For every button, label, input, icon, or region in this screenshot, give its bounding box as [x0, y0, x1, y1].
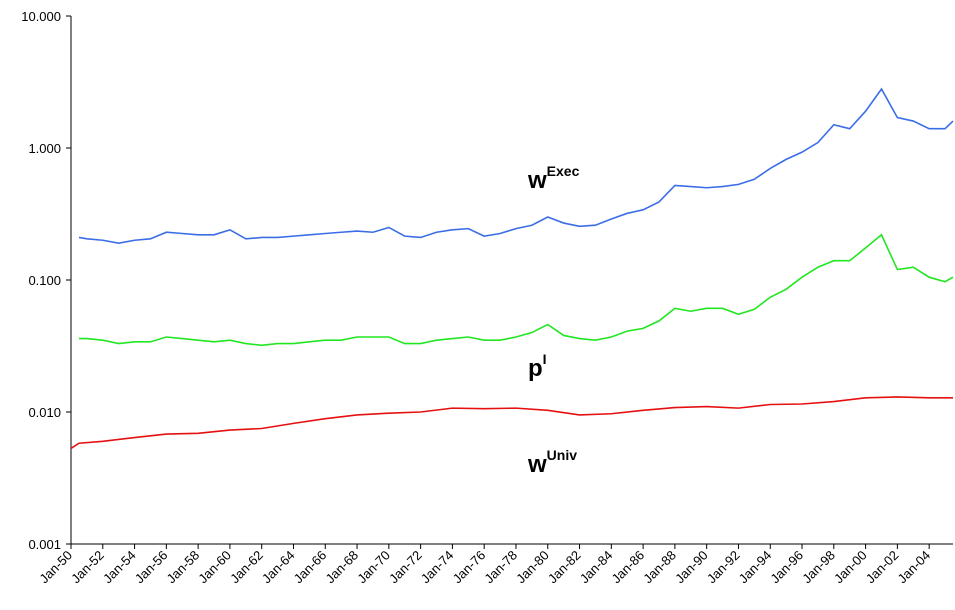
series-line	[78, 87, 954, 245]
y-tick-label: 1.000	[28, 141, 61, 156]
x-tick-label: Jan-86	[609, 548, 648, 587]
series-name-sup: Exec	[547, 163, 580, 179]
x-tick-label: Jan-84	[577, 548, 616, 587]
y-tick-label: 10.000	[21, 9, 61, 24]
x-tick-label: Jan-54	[100, 548, 139, 587]
x-tick-label: Jan-68	[322, 548, 361, 587]
x-tick-label: Jan-96	[767, 548, 806, 587]
series-label: wExec	[527, 163, 580, 194]
x-tick-label: Jan-98	[799, 548, 838, 587]
x-tick-label: Jan-76	[450, 548, 489, 587]
x-tick-label: Jan-60	[195, 548, 234, 587]
x-tick-label: Jan-02	[863, 548, 902, 587]
x-tick-label: Jan-64	[259, 548, 298, 587]
y-tick-label: 0.001	[28, 537, 61, 552]
series-name-sup: Univ	[547, 447, 578, 463]
x-tick-label: Jan-00	[831, 548, 870, 587]
series-name-sup: I	[543, 351, 547, 367]
x-tick-label: Jan-58	[164, 548, 203, 587]
series-label: wUniv	[527, 447, 577, 478]
x-tick-label: Jan-72	[386, 548, 425, 587]
x-tick-label: Jan-50	[36, 548, 75, 587]
x-tick-label: Jan-90	[672, 548, 711, 587]
x-tick-label: Jan-04	[895, 548, 934, 587]
x-tick-label: Jan-62	[227, 548, 266, 587]
x-tick-label: Jan-52	[68, 548, 107, 587]
x-tick-label: Jan-70	[354, 548, 393, 587]
x-tick-label: Jan-74	[418, 548, 457, 587]
series-line	[78, 233, 954, 347]
series-name: w	[527, 167, 547, 194]
x-tick-label: Jan-92	[704, 548, 743, 587]
series-label: pI	[528, 351, 547, 382]
series-name: p	[528, 355, 543, 382]
x-tick-label: Jan-82	[545, 548, 584, 587]
x-tick-label: Jan-94	[736, 548, 775, 587]
y-tick-label: 0.100	[28, 273, 61, 288]
x-tick-label: Jan-78	[481, 548, 520, 587]
y-tick-label: 0.010	[28, 405, 61, 420]
x-tick-label: Jan-66	[291, 548, 330, 587]
x-tick-label: Jan-56	[132, 548, 171, 587]
series-name: w	[527, 451, 547, 478]
x-tick-label: Jan-88	[640, 548, 679, 587]
x-tick-label: Jan-80	[513, 548, 552, 587]
series-line	[70, 396, 953, 450]
